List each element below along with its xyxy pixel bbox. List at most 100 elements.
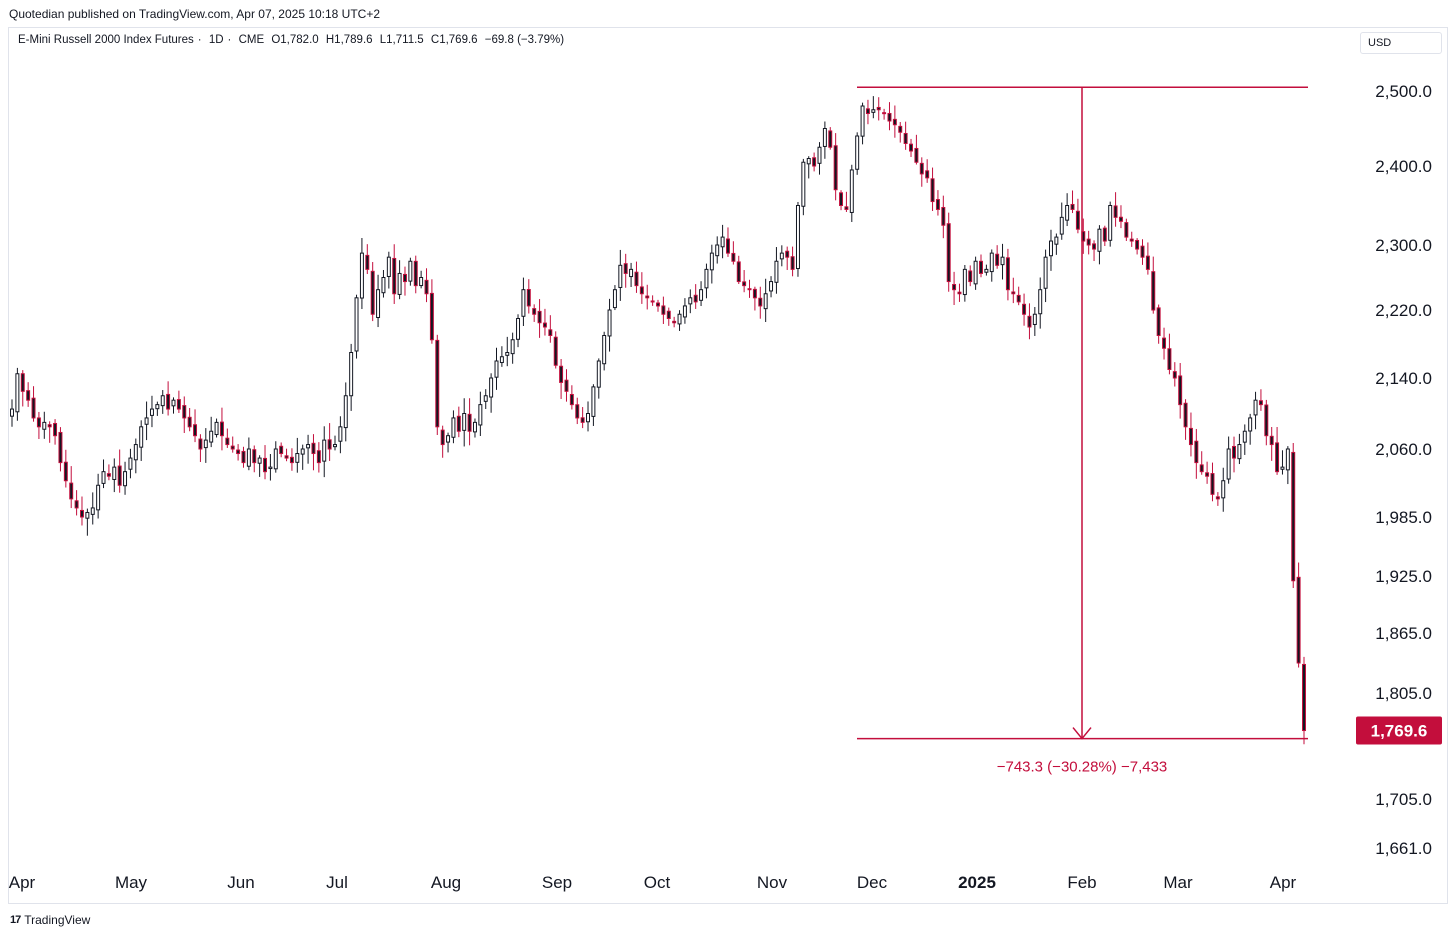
- candle-body: [203, 439, 208, 449]
- x-tick-label: Nov: [757, 873, 788, 892]
- candle-body: [752, 288, 757, 299]
- candle-body: [607, 309, 612, 337]
- candle-body: [666, 310, 671, 320]
- candle-body: [106, 473, 111, 477]
- candle-body: [80, 509, 84, 518]
- candle-body: [1205, 472, 1210, 477]
- candle-body: [225, 437, 230, 446]
- candle-body: [806, 158, 811, 165]
- candle-body: [510, 339, 515, 355]
- candle-body: [1242, 430, 1247, 443]
- candle-body: [822, 128, 827, 147]
- x-tick-label: Apr: [9, 873, 36, 892]
- candle-body: [1145, 255, 1150, 270]
- last-price-label: 1,769.6: [1371, 722, 1428, 741]
- last-price-badge: [1356, 716, 1442, 745]
- candle-body: [392, 257, 397, 295]
- candle-body: [31, 397, 36, 419]
- candle-body: [1092, 243, 1097, 250]
- x-tick-label: Dec: [857, 873, 888, 892]
- candle-body: [903, 132, 908, 145]
- candle-body: [548, 329, 553, 337]
- candle-body: [952, 284, 957, 291]
- candle-body: [790, 256, 795, 270]
- candle-body: [139, 426, 144, 448]
- measure-label: −743.3 (−30.28%) −7,433: [997, 759, 1168, 776]
- candle-body: [612, 289, 617, 309]
- candle-body: [1183, 402, 1188, 428]
- candle-body: [532, 308, 537, 315]
- candle-body: [462, 413, 467, 431]
- candle-body: [1275, 442, 1280, 473]
- candle-body: [101, 471, 106, 484]
- candle-body: [1059, 216, 1064, 235]
- candle-body: [166, 393, 171, 410]
- candle-body: [575, 404, 580, 419]
- y-tick-label: 2,400.0: [1375, 157, 1432, 176]
- candle-body: [860, 105, 865, 137]
- candle-body: [1226, 448, 1231, 480]
- symbol-name[interactable]: E-Mini Russell 2000 Index Futures: [18, 34, 194, 46]
- candle-body: [467, 413, 472, 432]
- candle-body: [1075, 210, 1080, 230]
- candle-body: [505, 352, 510, 356]
- candle-body: [537, 310, 542, 324]
- candle-body: [1151, 271, 1156, 311]
- candle-body: [333, 444, 337, 448]
- candle-body: [812, 157, 817, 167]
- candle-body: [1199, 464, 1204, 473]
- candle-body: [209, 430, 214, 443]
- candle-body: [26, 390, 31, 401]
- y-tick-label: 2,220.0: [1375, 301, 1432, 320]
- candle-body: [849, 169, 854, 213]
- candle-body: [1102, 227, 1107, 242]
- candle-body: [779, 252, 784, 260]
- candle-body: [1253, 399, 1258, 416]
- candle-body: [1210, 473, 1215, 495]
- candle-body: [359, 252, 364, 299]
- candle-body: [677, 313, 682, 325]
- candle-body: [925, 170, 930, 179]
- candle-body: [817, 146, 822, 164]
- candle-body: [1188, 427, 1193, 446]
- candle-body: [795, 205, 800, 270]
- candle-body: [446, 435, 451, 443]
- candle-body: [187, 416, 192, 428]
- y-tick-label: 1,705.0: [1375, 790, 1432, 809]
- y-tick-label: 2,500.0: [1375, 82, 1432, 101]
- candle-body: [1097, 228, 1102, 252]
- candle-body: [149, 408, 154, 416]
- candle-body: [306, 444, 311, 449]
- candle-body: [483, 395, 488, 402]
- candle-body: [160, 395, 165, 407]
- candle-body: [865, 108, 870, 114]
- candle-body: [1005, 257, 1010, 291]
- candle-body: [1108, 205, 1113, 241]
- x-tick-label: Apr: [1270, 873, 1297, 892]
- symbol-interval: 1D: [208, 34, 224, 46]
- candle-body: [1162, 337, 1167, 349]
- candle-body: [1065, 205, 1070, 221]
- candle-body: [919, 162, 924, 175]
- candle-body: [268, 466, 273, 470]
- x-tick-label: Aug: [431, 873, 461, 892]
- candle-body: [381, 277, 386, 294]
- candle-body: [720, 236, 725, 248]
- currency-button[interactable]: USD: [1360, 32, 1442, 54]
- candle-body: [327, 439, 332, 450]
- candle-body: [499, 356, 504, 364]
- candle-body: [871, 109, 876, 113]
- candle-body: [715, 244, 720, 257]
- candle-body: [1043, 256, 1048, 289]
- candle-body: [397, 272, 402, 295]
- candle-body: [882, 112, 887, 115]
- candle-body: [736, 261, 741, 283]
- candle-body: [1221, 480, 1226, 499]
- candle-body: [386, 256, 391, 277]
- y-tick-label: 1,865.0: [1375, 624, 1432, 643]
- candle-body: [731, 252, 736, 262]
- candle-body: [930, 178, 935, 203]
- symbol-legend: E-Mini Russell 2000 Index Futures · 1D · C…: [18, 34, 565, 46]
- candle-body: [526, 289, 531, 307]
